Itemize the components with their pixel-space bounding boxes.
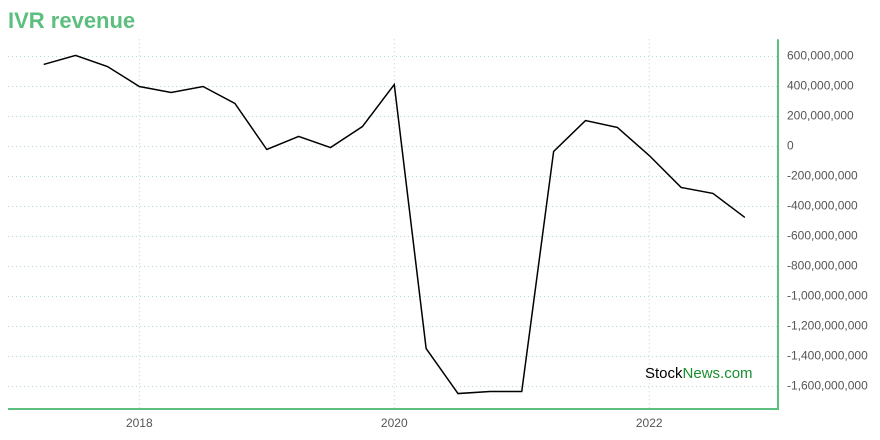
y-tick-label: -1,400,000,000 xyxy=(787,349,868,363)
y-tick-label: -400,000,000 xyxy=(787,199,858,213)
watermark: StockNews.com xyxy=(645,365,753,382)
watermark-part: News.com xyxy=(683,365,753,382)
y-tick-label: 0 xyxy=(787,139,794,153)
y-tick-label: 600,000,000 xyxy=(787,49,854,63)
line xyxy=(43,54,746,395)
y-tick-label: 400,000,000 xyxy=(787,79,854,93)
x-tick-label: 2018 xyxy=(126,416,153,430)
watermark-part: Stock xyxy=(645,365,683,382)
y-tick-label: -600,000,000 xyxy=(787,229,858,243)
y-tick-label: -1,600,000,000 xyxy=(787,379,868,393)
x-tick-label: 2020 xyxy=(381,416,408,430)
y-tick-label: -200,000,000 xyxy=(787,169,858,183)
y-tick-label: -800,000,000 xyxy=(787,259,858,273)
y-tick-label: -1,000,000,000 xyxy=(787,289,868,303)
chart-title: IVR revenue xyxy=(8,8,135,33)
y-tick-label: 200,000,000 xyxy=(787,109,854,123)
y-tick-label: -1,200,000,000 xyxy=(787,319,868,333)
x-tick-label: 2022 xyxy=(636,416,663,430)
